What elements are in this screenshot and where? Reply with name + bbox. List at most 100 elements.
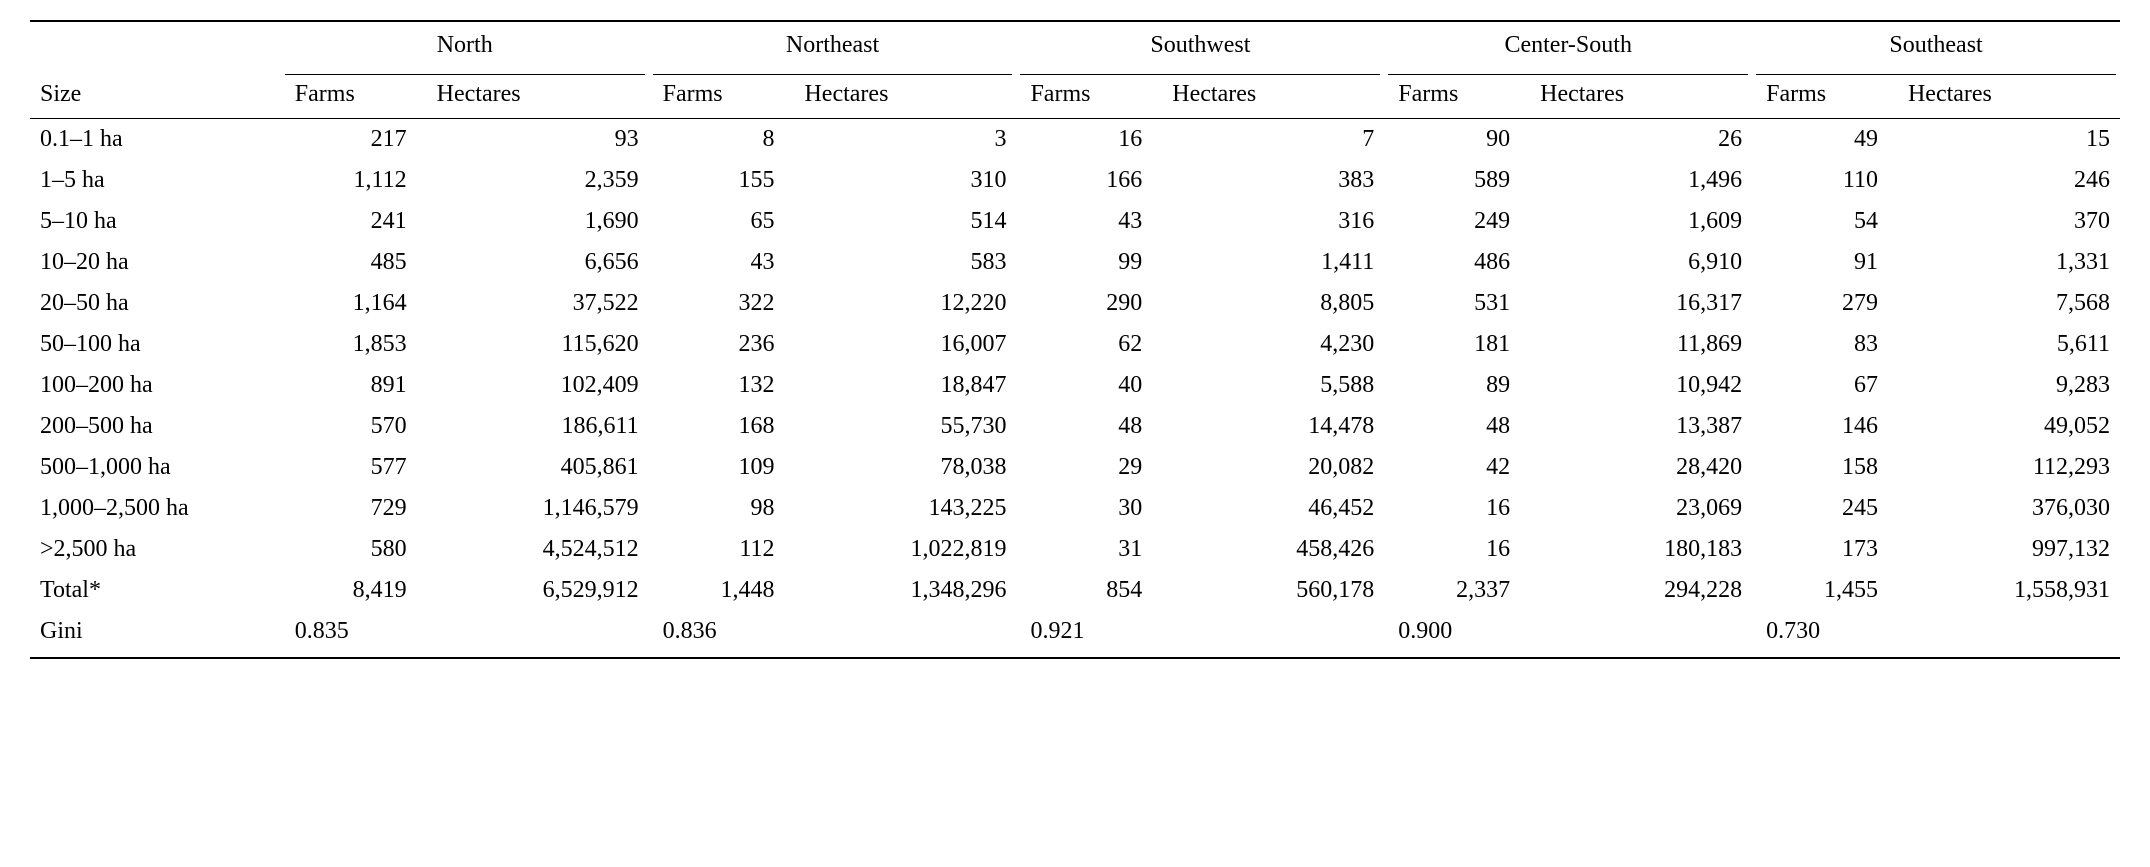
- gini-value: 0.836: [649, 611, 785, 658]
- value-cell: 376,030: [1888, 488, 2120, 529]
- value-cell: 1,164: [281, 283, 417, 324]
- col-header-hectares: Hectares: [1520, 75, 1752, 119]
- size-cell: 100–200 ha: [30, 365, 281, 406]
- value-cell: 458,426: [1152, 529, 1384, 570]
- col-header-hectares: Hectares: [417, 75, 649, 119]
- value-cell: 370: [1888, 201, 2120, 242]
- value-cell: 42: [1384, 447, 1520, 488]
- empty-cell: [1520, 611, 1752, 658]
- value-cell: 405,861: [417, 447, 649, 488]
- value-cell: 158: [1752, 447, 1888, 488]
- size-cell: 10–20 ha: [30, 242, 281, 283]
- value-cell: 43: [649, 242, 785, 283]
- value-cell: 1,348,296: [784, 570, 1016, 611]
- data-table: North Northeast Southwest Center-South S…: [30, 20, 2120, 659]
- value-cell: 8,805: [1152, 283, 1384, 324]
- value-cell: 1,112: [281, 160, 417, 201]
- value-cell: 1,146,579: [417, 488, 649, 529]
- value-cell: 570: [281, 406, 417, 447]
- value-cell: 112,293: [1888, 447, 2120, 488]
- value-cell: 316: [1152, 201, 1384, 242]
- value-cell: 181: [1384, 324, 1520, 365]
- table-row: 5–10 ha2411,69065514433162491,60954370: [30, 201, 2120, 242]
- value-cell: 5,611: [1888, 324, 2120, 365]
- value-cell: 89: [1384, 365, 1520, 406]
- size-cell: Total*: [30, 570, 281, 611]
- value-cell: 65: [649, 201, 785, 242]
- region-header: Southwest: [1016, 21, 1384, 63]
- value-cell: 20,082: [1152, 447, 1384, 488]
- value-cell: 180,183: [1520, 529, 1752, 570]
- gini-value: 0.921: [1016, 611, 1152, 658]
- value-cell: 1,690: [417, 201, 649, 242]
- value-cell: 1,558,931: [1888, 570, 2120, 611]
- value-cell: 110: [1752, 160, 1888, 201]
- value-cell: 15: [1888, 119, 2120, 161]
- value-cell: 1,411: [1152, 242, 1384, 283]
- value-cell: 13,387: [1520, 406, 1752, 447]
- value-cell: 10,942: [1520, 365, 1752, 406]
- value-cell: 132: [649, 365, 785, 406]
- value-cell: 166: [1016, 160, 1152, 201]
- value-cell: 217: [281, 119, 417, 161]
- table-row: 100–200 ha891102,40913218,847405,5888910…: [30, 365, 2120, 406]
- size-cell: 0.1–1 ha: [30, 119, 281, 161]
- table-row: 1–5 ha1,1122,3591553101663835891,4961102…: [30, 160, 2120, 201]
- value-cell: 99: [1016, 242, 1152, 283]
- value-cell: 729: [281, 488, 417, 529]
- rule: [649, 63, 1017, 75]
- size-cell: 1,000–2,500 ha: [30, 488, 281, 529]
- value-cell: 48: [1016, 406, 1152, 447]
- value-cell: 1,331: [1888, 242, 2120, 283]
- value-cell: 1,455: [1752, 570, 1888, 611]
- value-cell: 486: [1384, 242, 1520, 283]
- value-cell: 1,448: [649, 570, 785, 611]
- value-cell: 3: [784, 119, 1016, 161]
- table-row: 0.1–1 ha217938316790264915: [30, 119, 2120, 161]
- value-cell: 93: [417, 119, 649, 161]
- size-cell: 200–500 ha: [30, 406, 281, 447]
- table-row: 10–20 ha4856,65643583991,4114866,910911,…: [30, 242, 2120, 283]
- gini-value: 0.730: [1752, 611, 1888, 658]
- table-row: Total*8,4196,529,9121,4481,348,296854560…: [30, 570, 2120, 611]
- rule: [1752, 63, 2120, 75]
- value-cell: 40: [1016, 365, 1152, 406]
- value-cell: 90: [1384, 119, 1520, 161]
- value-cell: 854: [1016, 570, 1152, 611]
- value-cell: 23,069: [1520, 488, 1752, 529]
- value-cell: 26: [1520, 119, 1752, 161]
- value-cell: 11,869: [1520, 324, 1752, 365]
- value-cell: 245: [1752, 488, 1888, 529]
- value-cell: 6,529,912: [417, 570, 649, 611]
- size-cell: >2,500 ha: [30, 529, 281, 570]
- region-header: Northeast: [649, 21, 1017, 63]
- gini-value: 0.835: [281, 611, 417, 658]
- value-cell: 531: [1384, 283, 1520, 324]
- table-body: 0.1–1 ha2179383167902649151–5 ha1,1122,3…: [30, 119, 2120, 659]
- col-header-hectares: Hectares: [784, 75, 1016, 119]
- value-cell: 589: [1384, 160, 1520, 201]
- value-cell: 109: [649, 447, 785, 488]
- col-header-hectares: Hectares: [1888, 75, 2120, 119]
- value-cell: 2,359: [417, 160, 649, 201]
- value-cell: 48: [1384, 406, 1520, 447]
- value-cell: 98: [649, 488, 785, 529]
- value-cell: 102,409: [417, 365, 649, 406]
- table-row: 20–50 ha1,16437,52232212,2202908,8055311…: [30, 283, 2120, 324]
- empty-cell: [417, 611, 649, 658]
- gini-label: Gini: [30, 611, 281, 658]
- gini-value: 0.900: [1384, 611, 1520, 658]
- value-cell: 241: [281, 201, 417, 242]
- value-cell: 8: [649, 119, 785, 161]
- empty-cell: [1152, 611, 1384, 658]
- table-container: North Northeast Southwest Center-South S…: [0, 0, 2150, 679]
- value-cell: 28,420: [1520, 447, 1752, 488]
- size-cell: 500–1,000 ha: [30, 447, 281, 488]
- value-cell: 155: [649, 160, 785, 201]
- value-cell: 249: [1384, 201, 1520, 242]
- value-cell: 115,620: [417, 324, 649, 365]
- value-cell: 143,225: [784, 488, 1016, 529]
- value-cell: 6,910: [1520, 242, 1752, 283]
- table-row: 500–1,000 ha577405,86110978,0382920,0824…: [30, 447, 2120, 488]
- col-header-farms: Farms: [1752, 75, 1888, 119]
